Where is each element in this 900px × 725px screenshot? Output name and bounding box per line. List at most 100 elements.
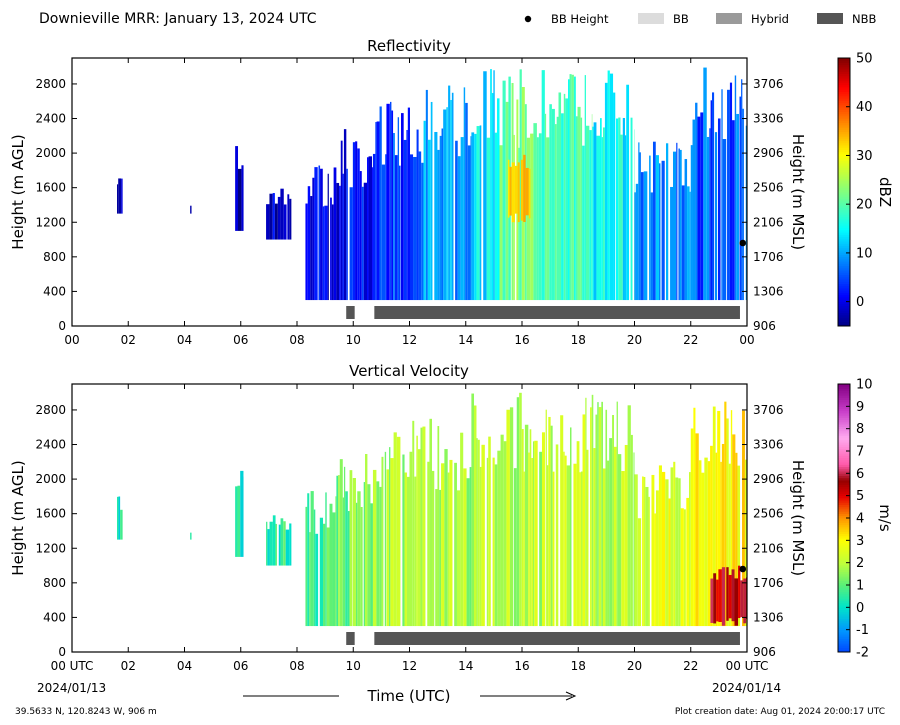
- echo-strip: [285, 529, 290, 566]
- echo-strip: [741, 79, 743, 301]
- colorbar-segment: [838, 560, 850, 564]
- colorbar-tick-label: 1: [856, 579, 864, 594]
- echo-strip: [683, 509, 686, 627]
- echo-strip: [642, 476, 644, 627]
- colorbar-segment: [838, 95, 850, 99]
- y2-tick-label: 906: [753, 319, 776, 333]
- echo-strip: [476, 126, 480, 301]
- echo-strip: [355, 141, 358, 301]
- colorbar-segment: [838, 401, 850, 405]
- echo-strip: [352, 142, 356, 301]
- x-tick-label: 08: [289, 659, 304, 673]
- echo-strip: [235, 146, 239, 231]
- echo-strip: [558, 92, 562, 301]
- echo-strip: [679, 149, 682, 301]
- echo-strip: [121, 178, 123, 214]
- echo-strip: [381, 164, 386, 301]
- colorbar-segment: [838, 261, 850, 264]
- echo-strip: [471, 132, 475, 301]
- colorbar-segment: [838, 111, 850, 115]
- colorbar-segment: [838, 263, 850, 267]
- colorbar-segment: [838, 413, 850, 416]
- echo-strip: [324, 205, 328, 301]
- colorbar-segment: [838, 120, 850, 124]
- colorbar-segment: [838, 187, 850, 191]
- reflectivity-title: Reflectivity: [367, 37, 451, 55]
- echo-strip: [280, 518, 284, 566]
- colorbar-segment: [838, 82, 850, 86]
- echo-strip: [726, 418, 729, 627]
- reflectivity-echo-field: [117, 67, 747, 301]
- echo-strip: [561, 113, 564, 301]
- echo-strip: [607, 460, 610, 627]
- colorbar-segment: [838, 270, 850, 273]
- echo-strip: [494, 464, 498, 627]
- echo-strip: [717, 410, 721, 627]
- colorbar-segment: [838, 388, 850, 392]
- echo-strip: [592, 126, 594, 301]
- echo-strip: [506, 409, 510, 627]
- echo-strip: [474, 405, 477, 627]
- y-tick-label: 400: [43, 284, 66, 298]
- echo-strip: [633, 452, 635, 627]
- nbb-period-bar: [346, 632, 355, 645]
- colorbar-segment: [838, 127, 850, 130]
- echo-strip: [314, 167, 318, 301]
- echo-strip: [528, 168, 531, 219]
- echo-strip: [577, 106, 581, 301]
- echo-strip: [266, 521, 268, 566]
- colorbar-segment: [838, 116, 850, 119]
- echo-strip: [502, 80, 506, 301]
- echo-strip: [626, 84, 630, 301]
- colorbar-segment: [838, 203, 850, 206]
- echo-strip: [722, 139, 727, 301]
- colorbar-segment: [838, 89, 850, 92]
- echo-strip: [648, 496, 650, 627]
- reflectivity-ylabel: Height (m AGL): [9, 134, 27, 249]
- y-tick-label: 800: [43, 576, 66, 590]
- echo-strip: [430, 101, 433, 301]
- echo-strip: [339, 459, 343, 627]
- x-tick-label: 00: [64, 333, 79, 347]
- x-tick-label: 00: [739, 333, 754, 347]
- echo-strip: [612, 414, 614, 627]
- colorbar-segment: [838, 317, 850, 320]
- echo-strip: [454, 462, 457, 627]
- colorbar-tick-label: 10: [856, 246, 873, 261]
- colorbar-segment: [838, 602, 850, 606]
- echo-strip: [357, 491, 361, 627]
- echo-strip: [713, 573, 717, 624]
- echo-strip: [526, 137, 531, 301]
- echo-strip: [467, 145, 471, 301]
- echo-strip: [332, 512, 336, 627]
- echo-strip: [497, 98, 500, 301]
- echo-strip: [493, 70, 495, 301]
- echo-strip: [550, 425, 553, 627]
- echo-strip: [665, 479, 669, 627]
- colorbar-segment: [838, 107, 850, 110]
- colorbar-segment: [838, 542, 850, 546]
- echo-strip: [538, 133, 542, 301]
- colorbar-segment: [838, 455, 850, 459]
- echo-strip: [474, 133, 477, 301]
- echo-strip: [333, 167, 337, 301]
- echo-strip: [447, 472, 450, 627]
- echo-strip: [117, 496, 119, 540]
- echo-strip: [523, 154, 526, 223]
- echo-strip: [531, 457, 533, 627]
- echo-strip: [389, 447, 391, 627]
- echo-strip: [600, 118, 602, 301]
- echo-strip: [494, 132, 498, 301]
- y-tick-label: 2800: [35, 403, 66, 417]
- echo-strip: [666, 143, 669, 301]
- echo-strip: [391, 110, 394, 301]
- echo-strip: [340, 140, 343, 301]
- echo-strip: [393, 132, 395, 301]
- echo-strip: [465, 102, 468, 301]
- echo-strip: [422, 426, 426, 627]
- echo-strip: [569, 427, 572, 627]
- echo-strip: [593, 122, 597, 301]
- echo-strip: [712, 92, 715, 301]
- echo-strip: [532, 441, 535, 627]
- echo-strip: [336, 475, 339, 627]
